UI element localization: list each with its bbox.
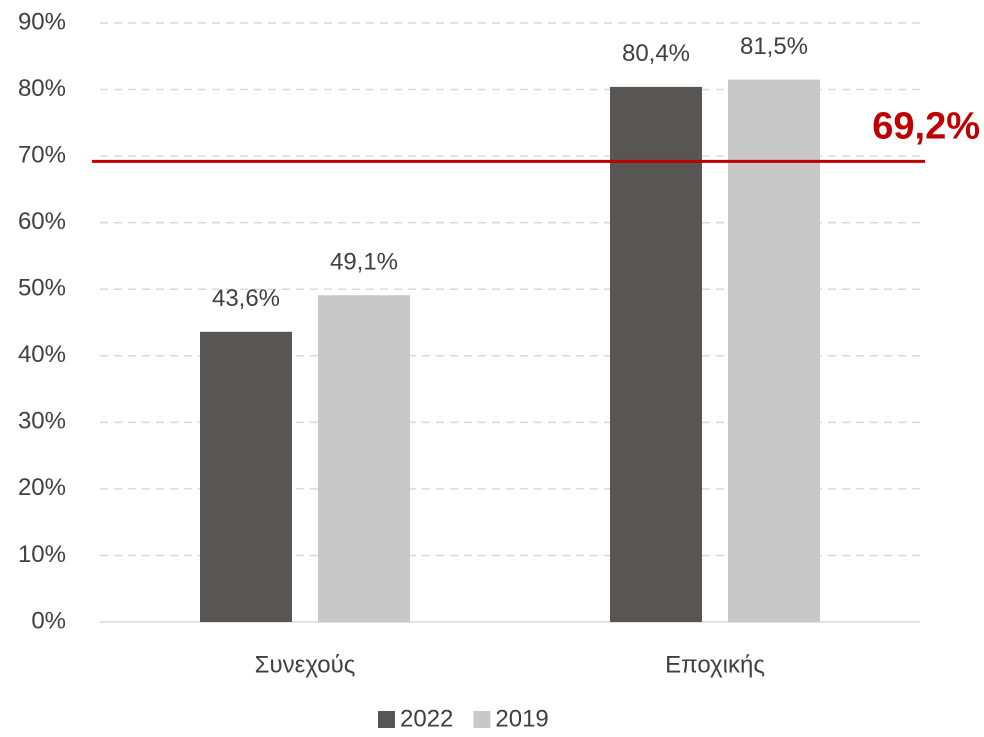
bar xyxy=(610,86,702,623)
y-tick-label: 60% xyxy=(18,208,66,235)
legend-label: 2022 xyxy=(400,705,453,732)
bar xyxy=(728,79,820,623)
data-label: 81,5% xyxy=(740,33,808,60)
bar xyxy=(200,331,292,622)
legend-label: 2019 xyxy=(495,705,548,732)
data-label: 43,6% xyxy=(212,285,280,312)
x-tick-label: Συνεχούς xyxy=(255,651,356,678)
y-tick-label: 70% xyxy=(18,141,66,168)
y-tick-label: 10% xyxy=(18,541,66,568)
data-label: 80,4% xyxy=(622,40,690,67)
y-tick-label: 30% xyxy=(18,408,66,435)
data-label: 49,1% xyxy=(330,249,398,276)
bar xyxy=(318,295,410,622)
reference-label: 69,2% xyxy=(872,105,980,147)
x-tick-label: Εποχικής xyxy=(665,651,765,678)
y-tick-label: 20% xyxy=(18,474,66,501)
y-tick-label: 40% xyxy=(18,341,66,368)
y-tick-label: 90% xyxy=(18,8,66,35)
legend-swatch xyxy=(473,711,491,728)
legend-swatch xyxy=(378,711,395,728)
y-tick-label: 50% xyxy=(18,275,66,302)
y-tick-label: 0% xyxy=(31,607,66,634)
y-tick-label: 80% xyxy=(18,75,66,102)
